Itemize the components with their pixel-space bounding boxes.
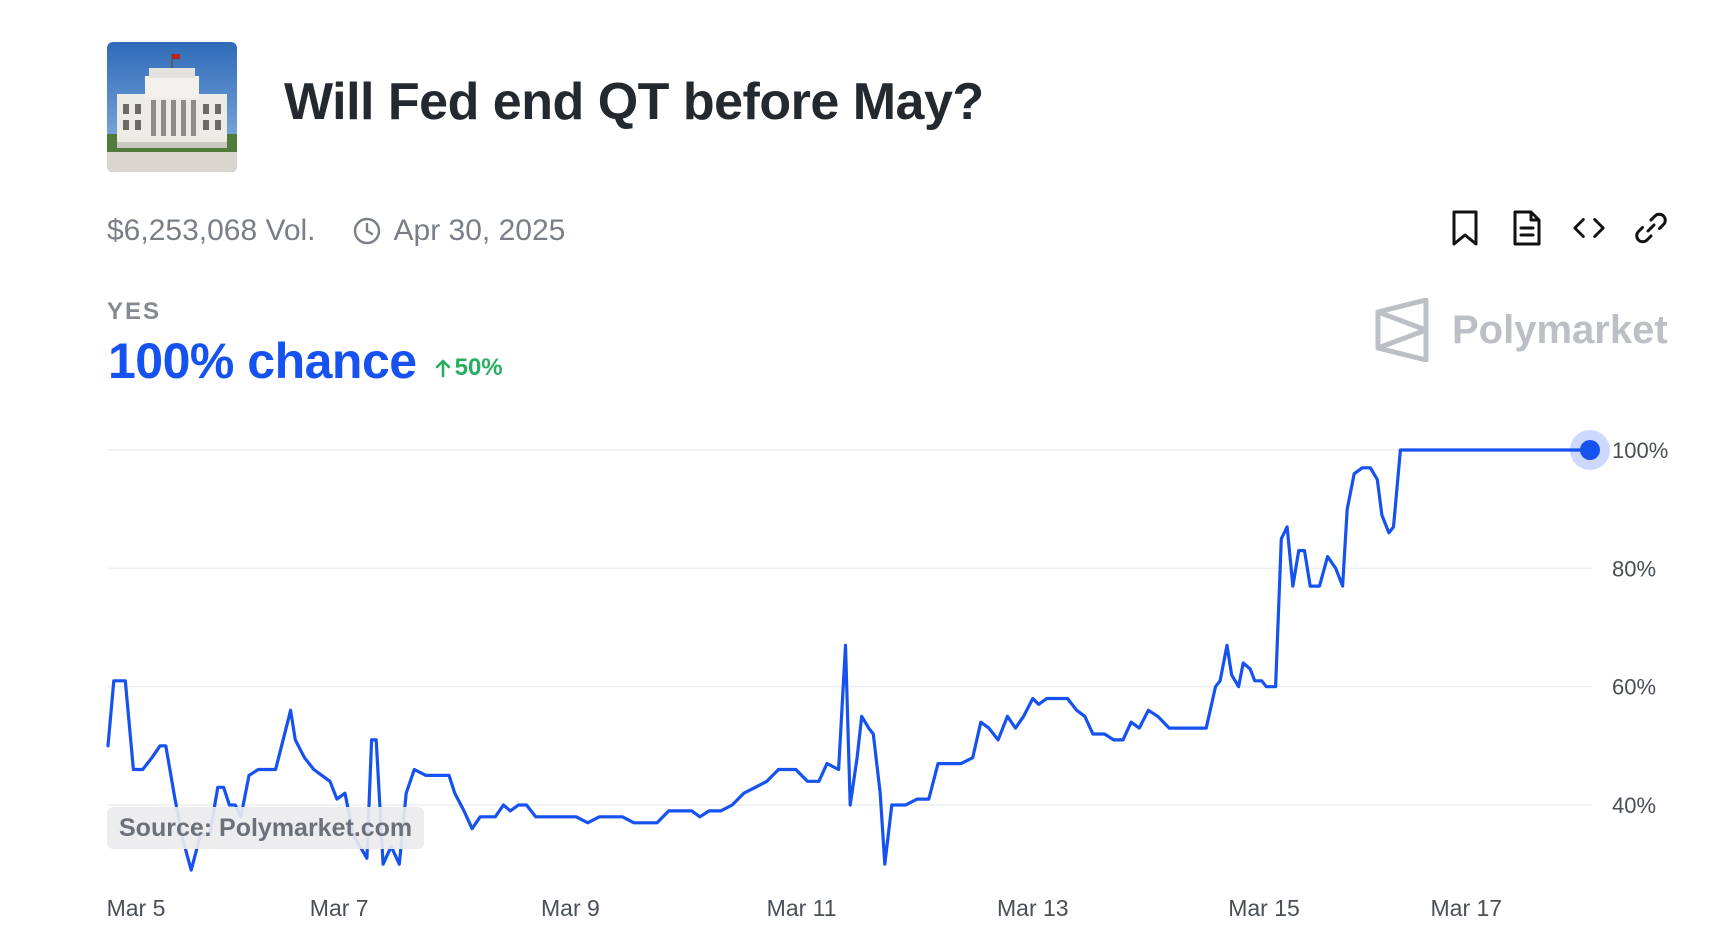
end-date-text: Apr 30, 2025	[393, 214, 566, 247]
x-tick-label: Mar 11	[767, 895, 837, 921]
x-tick-label: Mar 13	[997, 895, 1069, 921]
volume-text: $6,253,068 Vol.	[107, 214, 316, 247]
brand-name: Polymarket	[1452, 307, 1668, 352]
y-tick-label: 80%	[1612, 556, 1656, 581]
clock-icon	[352, 216, 382, 246]
brand-watermark: Polymarket	[1374, 298, 1668, 362]
series-line-yes	[106, 448, 1592, 872]
market-meta: $6,253,068 Vol. Apr 30, 2025	[107, 214, 565, 248]
y-tick-label: 60%	[1612, 675, 1656, 700]
source-badge: Source: Polymarket.com	[107, 807, 425, 849]
x-tick-label: Mar 17	[1431, 895, 1503, 921]
document-button[interactable]	[1510, 208, 1544, 248]
embed-button[interactable]	[1572, 208, 1606, 248]
chance-display: 100% chance 50%	[108, 332, 503, 390]
embed-code-icon	[1573, 218, 1605, 238]
bookmark-button[interactable]	[1448, 208, 1482, 248]
bookmark-icon	[1452, 210, 1478, 246]
y-axis-labels: 40% 60% 80% 100%	[1612, 438, 1668, 818]
x-tick-label: Mar 9	[541, 895, 600, 921]
chance-change: 50%	[435, 354, 503, 382]
document-icon	[1513, 210, 1541, 246]
toolbar	[1448, 208, 1668, 248]
polymarket-logo-icon	[1375, 298, 1429, 362]
y-tick-label: 100%	[1612, 438, 1668, 463]
x-tick-label: Mar 15	[1228, 895, 1300, 921]
x-axis-labels: Mar 5 Mar 7 Mar 9 Mar 11 Mar 13 Mar 15 Mar 17	[107, 895, 1503, 921]
last-point-marker	[1580, 440, 1600, 460]
x-tick-label: Mar 5	[107, 895, 166, 921]
y-tick-label: 40%	[1612, 793, 1656, 818]
market-thumbnail	[107, 42, 237, 172]
x-tick-label: Mar 7	[310, 895, 369, 921]
arrow-up-icon	[435, 359, 450, 378]
federal-reserve-building-image	[107, 42, 237, 172]
chance-change-value: 50%	[454, 354, 503, 381]
copy-link-button[interactable]	[1634, 208, 1668, 248]
link-icon	[1635, 212, 1667, 244]
market-title: Will Fed end QT before May?	[284, 73, 984, 131]
chance-value: 100% chance	[108, 333, 417, 389]
outcome-label: YES	[107, 298, 162, 325]
chart-series	[106, 430, 1610, 872]
